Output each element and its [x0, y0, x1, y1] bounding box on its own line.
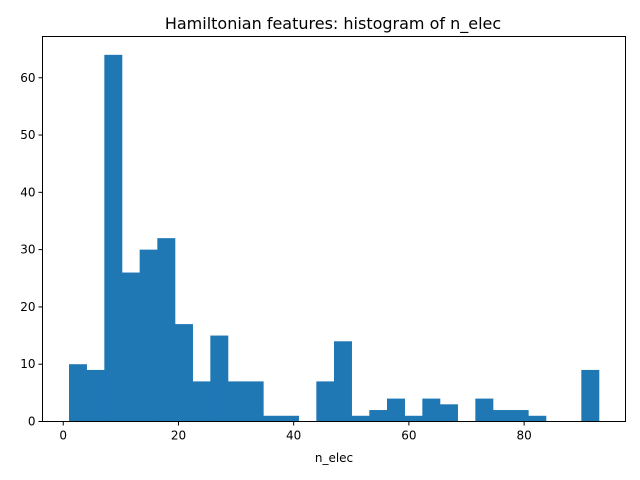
y-tick-label: 20: [20, 300, 35, 314]
x-tick-label: 40: [286, 429, 301, 443]
bars-group: [69, 54, 600, 422]
histogram-bar: [139, 249, 158, 422]
histogram-bar: [404, 415, 423, 422]
histogram-bar: [192, 381, 211, 422]
histogram-bar: [351, 415, 370, 422]
histogram-bar: [157, 238, 176, 422]
histogram-bar: [86, 369, 105, 422]
histogram-bar: [281, 415, 299, 422]
histogram-bar: [475, 398, 494, 422]
y-tick-label: 0: [28, 415, 36, 429]
histogram-bar: [493, 410, 511, 422]
histogram-bar: [528, 415, 547, 422]
histogram-bar: [369, 410, 388, 422]
chart-title: Hamiltonian features: histogram of n_ele…: [165, 14, 501, 34]
histogram-bar: [104, 54, 123, 422]
histogram-bar: [334, 341, 352, 422]
histogram-bar: [69, 364, 87, 422]
histogram-bar: [581, 369, 600, 422]
x-axis-ticks: 0 20 40 60 80: [59, 421, 532, 443]
y-tick-label: 30: [20, 243, 35, 257]
histogram-bar: [316, 381, 335, 422]
histogram-bar: [510, 410, 529, 422]
histogram-bar: [228, 381, 246, 422]
x-tick-label: 60: [401, 429, 416, 443]
y-tick-label: 40: [20, 185, 35, 199]
y-tick-label: 10: [20, 357, 35, 371]
x-axis-label: n_elec: [315, 451, 353, 465]
y-tick-label: 60: [20, 71, 35, 85]
histogram-bar: [440, 404, 458, 422]
histogram-bar: [210, 335, 229, 422]
histogram-bar: [245, 381, 264, 422]
histogram-bar: [387, 398, 405, 422]
x-tick-label: 80: [516, 429, 531, 443]
histogram-bar: [122, 272, 140, 422]
x-tick-label: 0: [59, 429, 67, 443]
x-tick-label: 20: [171, 429, 186, 443]
histogram-bar: [263, 415, 282, 422]
histogram-bar: [422, 398, 441, 422]
y-tick-label: 50: [20, 128, 35, 142]
axes-frame: [42, 36, 626, 422]
histogram-bar: [175, 324, 193, 422]
y-axis-ticks: 0 10 20 30 40 50 60: [20, 71, 43, 429]
